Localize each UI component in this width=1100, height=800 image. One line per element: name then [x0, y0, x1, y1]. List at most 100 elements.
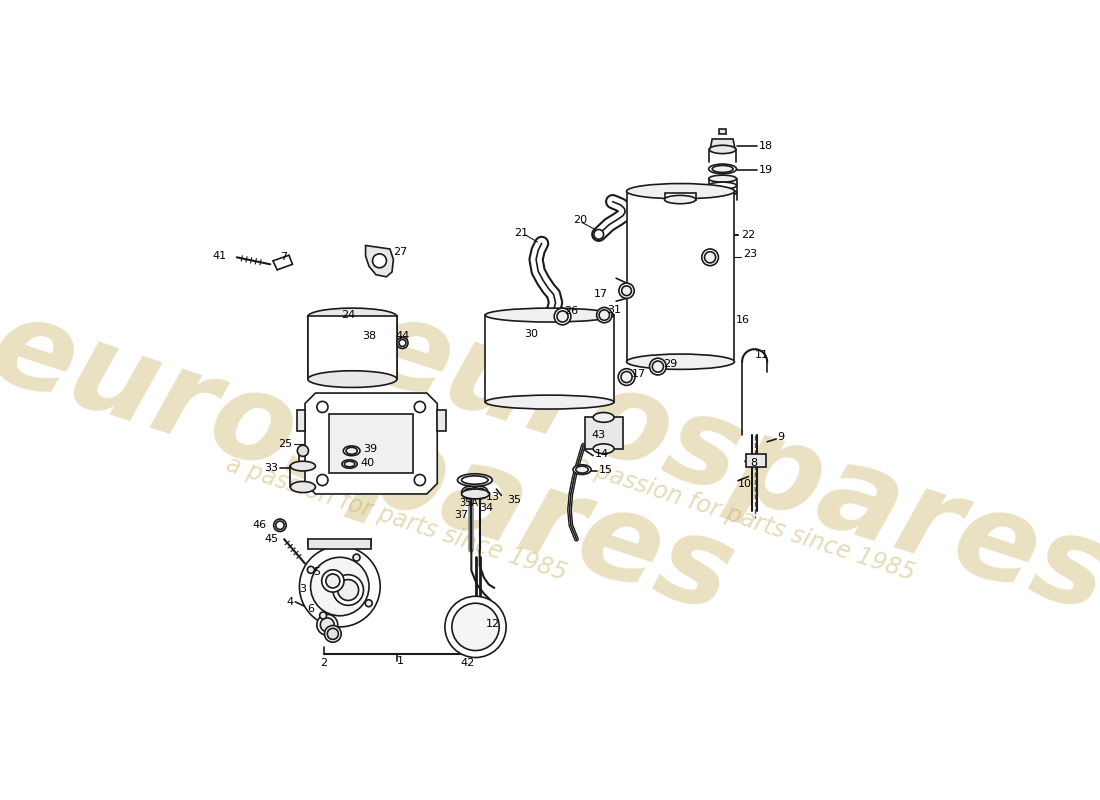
Circle shape	[373, 254, 386, 268]
Text: 45: 45	[264, 534, 278, 544]
Text: 38: 38	[362, 331, 376, 341]
Circle shape	[310, 558, 369, 616]
Ellipse shape	[346, 447, 358, 454]
Ellipse shape	[274, 519, 286, 531]
Text: 30: 30	[525, 329, 538, 339]
Ellipse shape	[324, 626, 341, 642]
Text: 15: 15	[598, 465, 613, 474]
Ellipse shape	[343, 446, 360, 456]
Bar	[746, 454, 766, 467]
Ellipse shape	[276, 521, 284, 530]
Bar	[627, 191, 735, 362]
Circle shape	[317, 402, 328, 413]
Bar	[329, 414, 412, 473]
Text: eurospares: eurospares	[352, 288, 1100, 638]
Text: eurospares: eurospares	[0, 288, 748, 638]
Ellipse shape	[593, 413, 614, 422]
Ellipse shape	[710, 146, 736, 154]
Ellipse shape	[704, 252, 716, 263]
Circle shape	[326, 574, 340, 588]
Text: 33: 33	[265, 462, 278, 473]
Ellipse shape	[619, 283, 635, 298]
Text: 14: 14	[594, 450, 608, 459]
Text: 6: 6	[308, 604, 315, 614]
Circle shape	[299, 546, 381, 627]
Ellipse shape	[485, 395, 614, 409]
Ellipse shape	[317, 614, 338, 635]
Ellipse shape	[462, 486, 477, 499]
Circle shape	[333, 574, 363, 606]
Ellipse shape	[290, 462, 316, 471]
Ellipse shape	[621, 286, 631, 295]
Ellipse shape	[593, 444, 614, 454]
Polygon shape	[711, 139, 735, 150]
Text: 22: 22	[741, 230, 756, 240]
Ellipse shape	[308, 308, 397, 325]
Text: a passion for parts since 1985: a passion for parts since 1985	[223, 452, 570, 585]
Ellipse shape	[308, 370, 397, 387]
Text: 8: 8	[750, 458, 758, 468]
Text: 12: 12	[486, 619, 500, 629]
Text: 44: 44	[396, 331, 409, 341]
Ellipse shape	[320, 618, 334, 632]
Text: 46: 46	[253, 520, 266, 530]
Text: 39: 39	[363, 444, 377, 454]
Text: 21: 21	[514, 228, 528, 238]
Text: 37: 37	[453, 510, 468, 520]
Text: 35A: 35A	[460, 498, 478, 508]
Circle shape	[444, 596, 506, 658]
Ellipse shape	[712, 166, 733, 173]
Circle shape	[317, 474, 328, 486]
Text: 31: 31	[607, 306, 621, 315]
Circle shape	[415, 474, 426, 486]
Ellipse shape	[290, 482, 316, 493]
Text: 20: 20	[573, 215, 587, 226]
Ellipse shape	[462, 489, 490, 499]
Ellipse shape	[594, 230, 604, 239]
Ellipse shape	[328, 628, 339, 639]
Text: 9: 9	[778, 432, 784, 442]
Bar	[297, 410, 305, 431]
Ellipse shape	[397, 338, 408, 349]
Text: 4: 4	[287, 597, 294, 607]
Circle shape	[297, 446, 308, 456]
Ellipse shape	[649, 358, 667, 375]
Circle shape	[415, 402, 426, 413]
Ellipse shape	[664, 195, 696, 204]
Text: 1: 1	[397, 656, 404, 666]
Circle shape	[320, 612, 327, 619]
Text: 19: 19	[759, 166, 773, 175]
Ellipse shape	[575, 466, 589, 473]
Bar	[585, 418, 623, 449]
Ellipse shape	[618, 369, 635, 386]
Text: 27: 27	[394, 247, 408, 258]
Text: 41: 41	[213, 251, 227, 261]
Text: 43: 43	[592, 430, 606, 440]
Ellipse shape	[342, 460, 358, 468]
Circle shape	[353, 554, 360, 561]
Polygon shape	[719, 129, 726, 134]
Ellipse shape	[462, 476, 488, 484]
Ellipse shape	[627, 183, 735, 199]
Ellipse shape	[475, 488, 485, 497]
Text: 13: 13	[486, 493, 500, 502]
Text: 17: 17	[631, 369, 646, 378]
Text: 25: 25	[278, 438, 293, 449]
Ellipse shape	[708, 175, 737, 182]
Text: 7: 7	[279, 252, 287, 262]
Ellipse shape	[600, 310, 609, 320]
Ellipse shape	[702, 249, 718, 266]
Text: 3: 3	[299, 584, 307, 594]
Text: 23: 23	[742, 249, 757, 259]
Text: 5: 5	[314, 567, 320, 577]
Ellipse shape	[708, 182, 737, 189]
Polygon shape	[305, 393, 437, 494]
Circle shape	[452, 603, 499, 650]
Text: 17: 17	[594, 289, 608, 298]
Bar	[308, 317, 397, 379]
Ellipse shape	[596, 307, 612, 322]
Ellipse shape	[344, 462, 355, 467]
Ellipse shape	[652, 361, 663, 372]
Text: 2: 2	[320, 658, 328, 668]
Text: 34: 34	[478, 503, 493, 513]
